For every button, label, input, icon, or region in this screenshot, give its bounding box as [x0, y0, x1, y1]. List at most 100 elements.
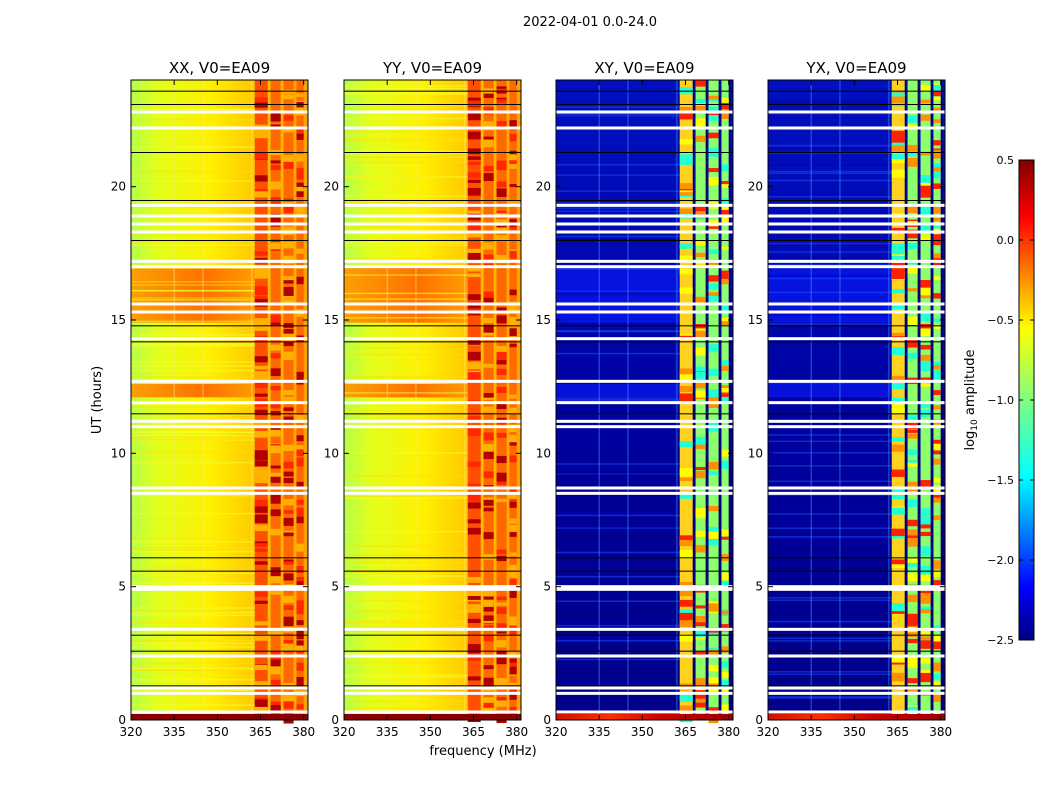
texture-line	[131, 667, 255, 670]
gap-white	[344, 587, 521, 591]
rfi-patch	[708, 176, 719, 182]
rfi-patch	[283, 351, 294, 361]
rfi-patch	[496, 219, 507, 225]
rfi-patch	[254, 543, 268, 547]
rfi-patch	[708, 535, 719, 544]
rfi-patch	[296, 481, 304, 489]
gap-white	[768, 259, 945, 263]
rfi-patch	[483, 121, 494, 131]
rfi-patch	[891, 134, 905, 143]
rfi-patch	[467, 644, 481, 654]
x-tick-label: 365	[886, 725, 909, 739]
rfi-patch	[509, 666, 517, 675]
rfi-patch	[708, 707, 719, 713]
panel-3: XY, V0=EA09 320 335 350 365 380 0 5 10 15 20	[536, 59, 740, 739]
y-tick-label: 10	[111, 446, 126, 460]
rfi-patch	[296, 620, 304, 625]
rfi-patch	[907, 594, 918, 603]
rfi-patch	[891, 130, 905, 136]
rfi-patch	[708, 533, 719, 539]
texture-line	[556, 593, 680, 596]
rfi-patch	[296, 133, 304, 140]
rfi-patch	[933, 478, 941, 483]
rfi-patch	[270, 242, 281, 250]
texture-line	[768, 506, 892, 508]
rfi-patch	[509, 316, 517, 326]
rfi-patch	[695, 466, 706, 471]
rfi-patch	[907, 678, 918, 684]
rfi-patch	[721, 279, 729, 285]
rfi-patch	[254, 506, 268, 513]
rfi-patch	[509, 224, 517, 230]
texture-line	[131, 639, 255, 642]
texture-line	[556, 600, 680, 603]
rfi-patch	[933, 215, 941, 222]
gap-dark	[768, 650, 945, 652]
rfi-patch	[933, 141, 941, 146]
texture-line	[556, 551, 680, 554]
rfi-patch	[496, 640, 507, 648]
gap-dark	[344, 240, 521, 241]
rfi-patch	[920, 480, 931, 489]
rfi-patch	[933, 234, 941, 242]
gap-dark	[344, 152, 521, 153]
rfi-patch	[907, 529, 918, 536]
rfi-patch	[467, 161, 481, 165]
rfi-patch	[891, 672, 905, 682]
rfi-patch	[920, 672, 931, 681]
texture-line	[131, 299, 255, 301]
texture-line	[556, 621, 680, 624]
rfi-patch	[907, 638, 918, 644]
gap-dark	[131, 650, 308, 652]
rfi-patch	[695, 390, 706, 398]
texture-line	[344, 139, 468, 142]
rfi-patch	[496, 88, 507, 92]
rfi-channel	[296, 80, 304, 720]
texture-line	[131, 572, 255, 575]
gap-white	[344, 491, 521, 495]
rfi-patch	[933, 276, 941, 281]
texture-line	[556, 365, 680, 367]
rfi-patch	[509, 662, 517, 667]
gap-white	[131, 585, 308, 589]
rfi-patch	[254, 697, 268, 702]
rfi-patch	[270, 701, 281, 708]
rfi-patch	[296, 186, 304, 191]
gap-white	[344, 337, 521, 341]
gap-dark	[768, 341, 945, 343]
rfi-patch	[254, 699, 268, 707]
gap-dark	[131, 152, 308, 153]
gap-dark	[131, 557, 308, 559]
rfi-patch	[708, 106, 719, 113]
gap-white	[556, 310, 733, 314]
texture-line	[344, 242, 468, 244]
gap-white	[344, 654, 521, 658]
texture-line	[768, 359, 892, 361]
panel-title: XY, V0=EA09	[594, 59, 694, 77]
rfi-patch	[467, 604, 481, 613]
rfi-patch	[254, 561, 268, 565]
texture-line	[556, 227, 680, 229]
rfi-patch	[708, 344, 719, 353]
gap-white	[131, 379, 308, 383]
gap-white	[768, 486, 945, 490]
rfi-patch	[270, 429, 281, 434]
rfi-patch	[283, 444, 294, 452]
rfi-patch	[509, 501, 517, 508]
rfi-patch	[509, 486, 517, 495]
texture-line	[131, 541, 255, 543]
texture-line	[556, 268, 680, 270]
rfi-patch	[721, 610, 729, 615]
rfi-patch	[920, 313, 931, 322]
rfi-patch	[679, 157, 693, 165]
texture-line	[131, 689, 255, 692]
rfi-patch	[907, 573, 918, 582]
rfi-patch	[270, 402, 281, 409]
texture-line	[768, 671, 892, 673]
rfi-channel	[509, 80, 517, 720]
rfi-patch	[254, 382, 268, 388]
rfi-patch	[483, 625, 494, 630]
texture-line	[556, 163, 680, 166]
rfi-patch	[679, 269, 693, 275]
gap-dark	[768, 413, 945, 415]
